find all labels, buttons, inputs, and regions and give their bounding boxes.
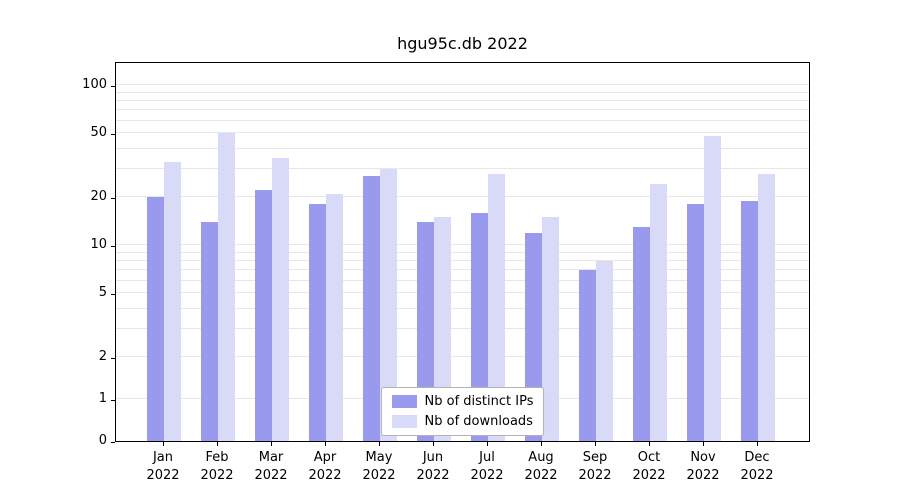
gridline-y-60 — [116, 119, 809, 121]
y-tick-100 — [111, 86, 115, 88]
y-tick-20 — [111, 198, 115, 199]
legend-swatch-distinct-ips — [391, 395, 417, 408]
y-tick-0 — [111, 442, 115, 443]
legend-label-downloads: Nb of downloads — [424, 414, 533, 429]
gridline-y-2 — [116, 356, 809, 357]
y-tick-label-10: 10 — [90, 237, 107, 253]
x-tick-feb — [217, 442, 218, 446]
bar-jul-distinct-ips — [471, 212, 488, 441]
x-tick-label-apr: Apr 2022 — [308, 450, 342, 483]
x-tick-nov — [703, 442, 704, 446]
bar-may-downloads — [380, 168, 397, 441]
bar-jan-distinct-ips — [147, 197, 164, 441]
gridline-y-7 — [116, 268, 809, 270]
legend-swatch-downloads — [391, 415, 417, 428]
bar-oct-downloads — [650, 184, 667, 441]
gridline-y-9 — [116, 251, 809, 253]
bar-nov-distinct-ips — [687, 204, 704, 441]
bar-sep-distinct-ips — [579, 269, 596, 441]
y-tick-label-1: 1 — [98, 391, 107, 406]
gridline-y-50 — [116, 132, 809, 134]
gridline-y-3 — [116, 327, 809, 329]
gridline-y-20 — [116, 196, 809, 197]
gridline-y-10 — [116, 244, 809, 246]
bar-oct-distinct-ips — [633, 226, 650, 441]
y-tick-1 — [111, 400, 115, 401]
gridline-y-5 — [116, 292, 809, 294]
bar-apr-downloads — [326, 193, 343, 441]
x-tick-dec — [757, 442, 758, 446]
x-tick-label-mar: Mar 2022 — [254, 450, 288, 483]
bar-feb-downloads — [218, 133, 235, 441]
x-tick-may — [379, 442, 380, 446]
x-tick-label-jul: Jul 2022 — [470, 450, 504, 483]
y-tick-10 — [111, 246, 115, 248]
bar-nov-downloads — [704, 136, 721, 441]
x-tick-jul — [487, 442, 488, 446]
gridline-y-4 — [116, 307, 809, 309]
bar-jun-distinct-ips — [417, 221, 434, 441]
bar-dec-distinct-ips — [741, 200, 758, 441]
y-tick-label-50: 50 — [90, 125, 107, 141]
gridline-y-90 — [116, 91, 809, 93]
chart-title: hgu95c.db 2022 — [397, 34, 528, 53]
gridline-y-70 — [116, 108, 809, 110]
gridline-y-8 — [116, 259, 809, 261]
gridline-y-40 — [116, 147, 809, 149]
bar-mar-distinct-ips — [255, 190, 272, 441]
bar-mar-downloads — [272, 158, 289, 441]
gridline-y-100 — [116, 84, 809, 86]
y-tick-50 — [111, 134, 115, 136]
x-tick-label-sep: Sep 2022 — [578, 450, 612, 483]
gridline-y-80 — [116, 99, 809, 101]
bar-dec-downloads — [758, 173, 775, 441]
legend-item-distinct-ips: Nb of distinct IPs — [391, 394, 534, 409]
bar-jul-downloads — [488, 173, 505, 441]
x-tick-label-dec: Dec 2022 — [740, 450, 774, 483]
x-tick-aug — [541, 442, 542, 446]
x-tick-label-feb: Feb 2022 — [200, 450, 234, 483]
x-tick-oct — [649, 442, 650, 446]
x-tick-jun — [433, 442, 434, 446]
y-tick-label-20: 20 — [90, 189, 107, 204]
bar-jan-downloads — [164, 162, 181, 441]
y-tick-5 — [111, 294, 115, 296]
y-tick-label-100: 100 — [82, 77, 107, 93]
legend: Nb of distinct IPs Nb of downloads — [380, 387, 545, 436]
gridline-y-30 — [116, 167, 809, 169]
bar-feb-distinct-ips — [201, 221, 218, 441]
gridline-y-6 — [116, 279, 809, 281]
bar-apr-distinct-ips — [309, 204, 326, 441]
x-tick-label-may: May 2022 — [362, 450, 396, 483]
x-tick-mar — [271, 442, 272, 446]
y-tick-label-2: 2 — [98, 349, 107, 364]
x-tick-sep — [595, 442, 596, 446]
x-tick-jan — [163, 442, 164, 446]
x-tick-label-jan: Jan 2022 — [146, 450, 180, 483]
x-tick-apr — [325, 442, 326, 446]
legend-label-distinct-ips: Nb of distinct IPs — [424, 394, 534, 409]
x-tick-label-aug: Aug 2022 — [524, 450, 558, 483]
y-tick-label-0: 0 — [98, 433, 107, 448]
x-tick-label-oct: Oct 2022 — [632, 450, 666, 483]
legend-item-downloads: Nb of downloads — [391, 414, 534, 429]
plot-area: Nb of distinct IPs Nb of downloads — [115, 62, 810, 442]
bar-jun-downloads — [434, 217, 451, 441]
x-tick-label-nov: Nov 2022 — [686, 450, 720, 483]
y-tick-2 — [111, 358, 115, 359]
y-tick-label-5: 5 — [98, 285, 107, 301]
bar-may-distinct-ips — [363, 176, 380, 441]
x-tick-label-jun: Jun 2022 — [416, 450, 450, 483]
bar-aug-downloads — [542, 217, 559, 441]
bar-sep-downloads — [596, 260, 613, 441]
